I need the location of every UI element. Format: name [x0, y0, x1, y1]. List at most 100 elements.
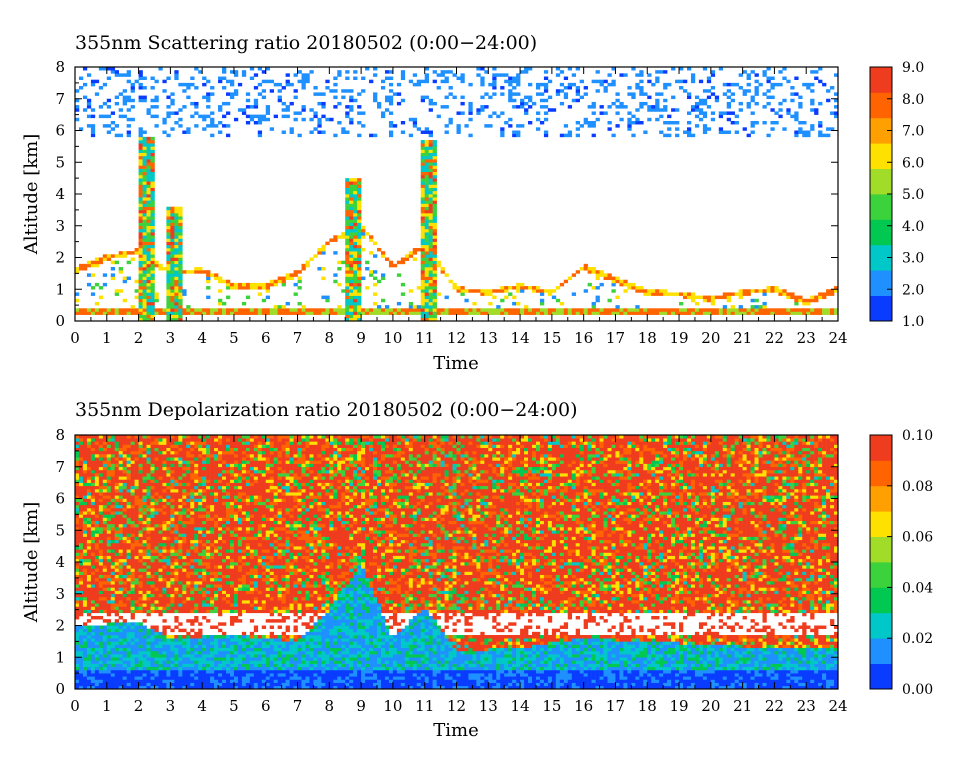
heatmap-cell — [126, 454, 131, 458]
heatmap-cell — [78, 441, 84, 445]
heatmap-cell — [75, 530, 80, 547]
heatmap-cell — [233, 311, 239, 315]
heatmap-cell — [174, 238, 179, 242]
heatmap-cell — [186, 498, 191, 502]
heatmap-cell — [567, 105, 573, 109]
heatmap-cell — [174, 590, 179, 595]
heatmap-cell — [488, 308, 493, 315]
heatmap-cell — [273, 308, 278, 315]
heatmap-cell — [281, 308, 286, 315]
heatmap-cell — [766, 79, 771, 84]
heatmap-cell — [142, 241, 147, 246]
heatmap-cell — [273, 82, 278, 87]
heatmap-cell — [110, 463, 116, 471]
heatmap-cell — [253, 654, 259, 658]
heatmap-cell — [655, 70, 660, 74]
heatmap-cell — [301, 73, 306, 90]
heatmap-cell — [551, 108, 557, 112]
heatmap-cell — [277, 625, 282, 629]
heatmap-cell — [325, 79, 330, 84]
heatmap-cell — [126, 631, 131, 642]
heatmap-cell — [428, 219, 433, 223]
heatmap-cell — [75, 435, 80, 439]
heatmap-cell — [206, 574, 211, 585]
heatmap-cell — [118, 660, 123, 664]
heatmap-cell — [635, 117, 640, 122]
heatmap-cell — [206, 666, 211, 671]
heatmap-cell — [233, 454, 239, 458]
heatmap-cell — [313, 308, 318, 315]
heatmap-cell — [277, 650, 282, 658]
heatmap-cell — [273, 530, 278, 534]
heatmap-cell — [428, 301, 433, 306]
heatmap-cell — [174, 457, 179, 461]
heatmap-cell — [357, 270, 362, 277]
heatmap-cell — [241, 476, 247, 480]
heatmap-cell — [214, 311, 219, 315]
heatmap-cell — [154, 263, 159, 268]
heatmap-cell — [428, 308, 433, 312]
heatmap-cell — [118, 615, 123, 620]
heatmap-cell — [810, 298, 815, 303]
heatmap-cell — [241, 657, 247, 661]
heatmap-cell — [162, 485, 167, 490]
heatmap-cell — [138, 666, 143, 671]
heatmap-cell — [337, 260, 342, 265]
heatmap-cell — [718, 130, 724, 134]
heatmap-cell — [273, 663, 278, 668]
heatmap-area — [75, 435, 839, 690]
heatmap-cell — [202, 644, 207, 649]
heatmap-cell — [130, 584, 135, 588]
heatmap-cell — [170, 257, 175, 261]
heatmap-cell — [273, 279, 278, 284]
heatmap-cell — [162, 565, 167, 569]
heatmap-cell — [150, 666, 155, 671]
heatmap-cell — [130, 568, 135, 572]
heatmap-cell — [218, 479, 223, 483]
heatmap-cell — [484, 92, 489, 96]
heatmap-cell — [166, 435, 171, 448]
heatmap-cell — [170, 657, 175, 661]
heatmap-cell — [257, 82, 263, 87]
heatmap-cell — [754, 79, 759, 84]
heatmap-cell — [420, 251, 425, 255]
heatmap-cell — [257, 92, 263, 96]
heatmap-cell — [170, 603, 175, 607]
heatmap-cell — [146, 260, 151, 265]
heatmap-cell — [102, 577, 108, 582]
heatmap-cell — [90, 536, 96, 541]
heatmap-cell — [233, 466, 239, 474]
heatmap-cell — [233, 590, 239, 595]
heatmap-cell — [241, 511, 247, 515]
heatmap-cell — [289, 438, 294, 442]
heatmap-cell — [285, 562, 290, 572]
heatmap-cell — [233, 508, 239, 512]
heatmap-cell — [504, 120, 509, 125]
heatmap-cell — [353, 235, 358, 239]
heatmap-cell — [142, 149, 147, 154]
heatmap-cell — [75, 565, 80, 569]
heatmap-cell — [337, 308, 342, 315]
heatmap-cell — [194, 679, 199, 690]
heatmap-cell — [349, 286, 354, 290]
heatmap-cell — [345, 311, 350, 315]
heatmap-cell — [162, 460, 167, 464]
heatmap-cell — [341, 308, 346, 315]
heatmap-cell — [293, 495, 298, 502]
heatmap-cell — [273, 685, 278, 690]
heatmap-cell — [269, 654, 274, 661]
heatmap-cell — [432, 184, 437, 188]
heatmap-cell — [226, 593, 231, 598]
heatmap-cell — [281, 647, 286, 652]
heatmap-cell — [190, 593, 195, 598]
heatmap-cell — [138, 174, 143, 179]
heatmap-cell — [535, 82, 541, 90]
heatmap-cell — [150, 181, 155, 188]
heatmap-cell — [210, 495, 215, 506]
heatmap-cell — [138, 260, 143, 268]
heatmap-cell — [122, 435, 127, 445]
heatmap-cell — [154, 492, 159, 496]
heatmap-cell — [75, 574, 80, 579]
heatmap-cell — [110, 260, 116, 265]
heatmap-cell — [830, 308, 835, 315]
